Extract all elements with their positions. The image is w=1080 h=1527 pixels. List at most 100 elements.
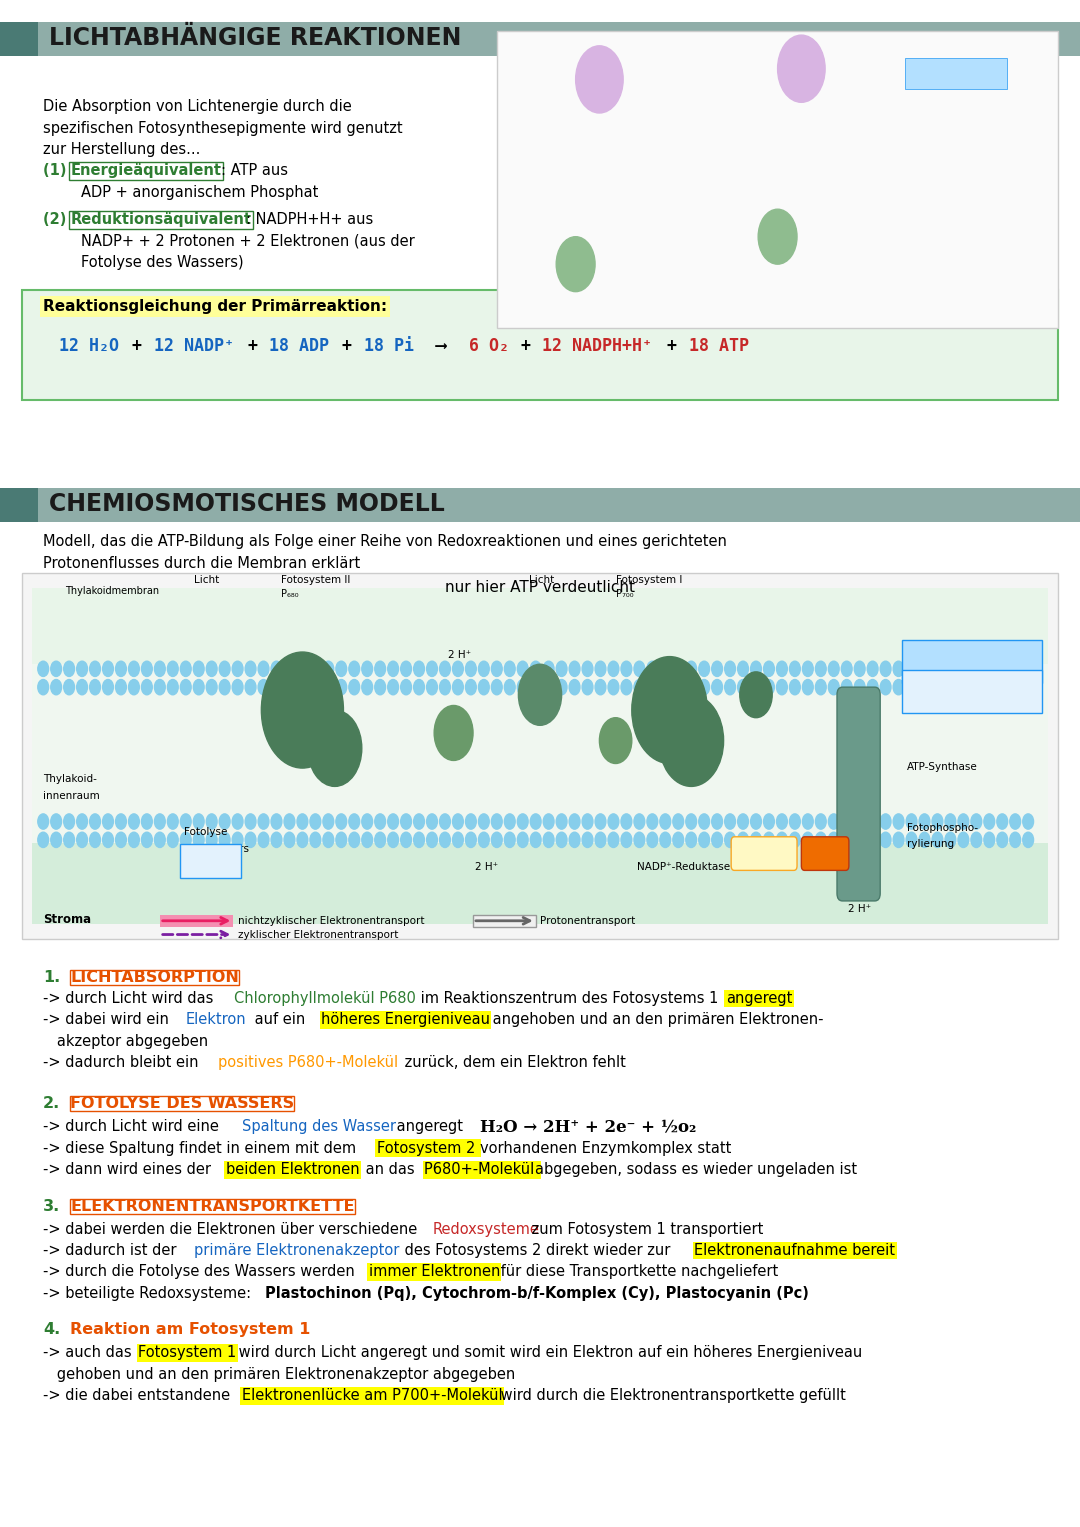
Circle shape — [738, 814, 748, 829]
Text: Stroma: Stroma — [43, 913, 92, 925]
Circle shape — [751, 661, 761, 676]
Text: : ATP aus: : ATP aus — [221, 163, 288, 179]
Text: angehoben und an den primären Elektronen-: angehoben und an den primären Elektronen… — [488, 1012, 823, 1028]
Circle shape — [271, 814, 282, 829]
Circle shape — [245, 814, 256, 829]
Circle shape — [245, 832, 256, 847]
Circle shape — [401, 814, 411, 829]
Circle shape — [599, 718, 632, 764]
Text: Fotosystem II: Fotosystem II — [281, 574, 350, 585]
Circle shape — [51, 661, 62, 676]
Circle shape — [116, 680, 126, 695]
Circle shape — [308, 710, 362, 786]
Circle shape — [699, 814, 710, 829]
Circle shape — [38, 680, 49, 695]
Text: Licht: Licht — [592, 276, 610, 286]
Circle shape — [945, 680, 956, 695]
Circle shape — [634, 680, 645, 695]
FancyBboxPatch shape — [0, 489, 1080, 522]
Text: +: + — [238, 337, 268, 354]
Text: 2 H⁺: 2 H⁺ — [475, 863, 498, 872]
Circle shape — [828, 680, 839, 695]
Circle shape — [582, 661, 593, 676]
Text: ⟶: ⟶ — [416, 337, 467, 354]
Circle shape — [323, 680, 334, 695]
Text: Antennenkomplex: Antennenkomplex — [551, 296, 615, 302]
Circle shape — [310, 814, 321, 829]
Circle shape — [504, 832, 515, 847]
Circle shape — [556, 237, 595, 292]
Circle shape — [725, 680, 735, 695]
Text: innenraum: innenraum — [43, 791, 100, 800]
Text: 12 NADP⁺: 12 NADP⁺ — [153, 337, 234, 354]
Circle shape — [867, 814, 878, 829]
Circle shape — [491, 814, 502, 829]
Circle shape — [414, 832, 424, 847]
Circle shape — [116, 814, 126, 829]
Text: beiden Elektronen: beiden Elektronen — [226, 1162, 360, 1177]
Text: +: + — [333, 337, 362, 354]
Text: ATP: ATP — [814, 849, 836, 858]
Circle shape — [180, 832, 191, 847]
Circle shape — [789, 814, 800, 829]
Circle shape — [828, 814, 839, 829]
Text: NADP⁺-: NADP⁺- — [886, 102, 914, 111]
Circle shape — [647, 680, 658, 695]
Circle shape — [1023, 832, 1034, 847]
Text: Protonenflusses durch die Membran erklärt: Protonenflusses durch die Membran erklär… — [43, 556, 361, 571]
Circle shape — [815, 814, 826, 829]
Circle shape — [712, 814, 723, 829]
Circle shape — [167, 814, 178, 829]
Text: P₆₈₀: P₆₈₀ — [281, 588, 298, 599]
Circle shape — [375, 680, 386, 695]
Circle shape — [388, 680, 399, 695]
Circle shape — [802, 832, 813, 847]
Circle shape — [38, 661, 49, 676]
Circle shape — [556, 680, 567, 695]
Text: Protonentransport: Protonentransport — [540, 916, 635, 925]
Text: NADP+ + 2 Protonen + 2 Elektronen (aus der: NADP+ + 2 Protonen + 2 Elektronen (aus d… — [81, 234, 415, 249]
Circle shape — [608, 832, 619, 847]
Circle shape — [725, 814, 735, 829]
Circle shape — [595, 814, 606, 829]
Text: (2): (2) — [43, 212, 71, 228]
Circle shape — [129, 814, 139, 829]
Text: 1.: 1. — [43, 970, 60, 985]
Circle shape — [945, 661, 956, 676]
Circle shape — [284, 814, 295, 829]
Circle shape — [427, 814, 437, 829]
Circle shape — [906, 832, 917, 847]
Circle shape — [349, 832, 360, 847]
Circle shape — [271, 661, 282, 676]
Circle shape — [245, 661, 256, 676]
FancyBboxPatch shape — [180, 844, 241, 878]
Circle shape — [1023, 680, 1034, 695]
Circle shape — [880, 814, 891, 829]
Circle shape — [465, 814, 476, 829]
Circle shape — [491, 680, 502, 695]
Circle shape — [815, 661, 826, 676]
Circle shape — [491, 661, 502, 676]
Text: Reaktionsgleichung der Primärreaktion:: Reaktionsgleichung der Primärreaktion: — [43, 299, 388, 315]
Circle shape — [90, 661, 100, 676]
Circle shape — [740, 672, 772, 718]
Circle shape — [815, 832, 826, 847]
Circle shape — [932, 832, 943, 847]
Circle shape — [647, 661, 658, 676]
Text: 2 H⁺: 2 H⁺ — [448, 649, 471, 660]
Text: -> durch Licht wird das: -> durch Licht wird das — [43, 991, 218, 1006]
Circle shape — [1010, 661, 1021, 676]
Circle shape — [388, 661, 399, 676]
Text: +: + — [658, 337, 687, 354]
Circle shape — [336, 814, 347, 829]
Circle shape — [517, 832, 528, 847]
Circle shape — [362, 661, 373, 676]
Text: zum Fotosystem 1 transportiert: zum Fotosystem 1 transportiert — [527, 1222, 764, 1237]
Circle shape — [154, 832, 165, 847]
Circle shape — [154, 680, 165, 695]
Circle shape — [569, 661, 580, 676]
Circle shape — [116, 832, 126, 847]
Circle shape — [51, 832, 62, 847]
Text: -> dabei wird ein: -> dabei wird ein — [43, 1012, 174, 1028]
Text: Fd: Fd — [750, 689, 762, 698]
